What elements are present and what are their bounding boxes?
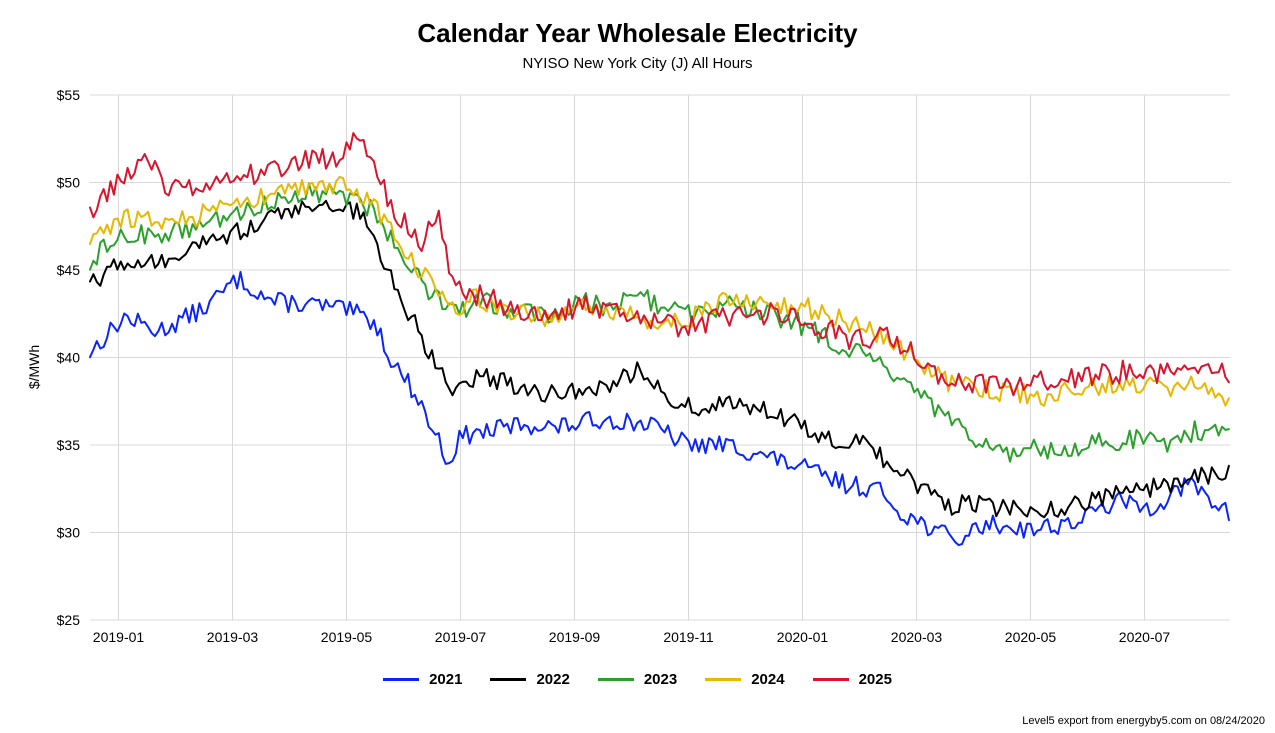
legend-label: 2025 xyxy=(859,671,892,688)
legend: 2021 2022 2023 2024 2025 xyxy=(0,668,1275,688)
legend-item-2021: 2021 xyxy=(383,671,462,688)
x-tick-label: 2019-09 xyxy=(549,629,601,645)
x-tick-label: 2019-11 xyxy=(663,629,714,645)
x-tick-label: 2019-01 xyxy=(93,629,145,645)
legend-swatch xyxy=(813,678,849,681)
legend-item-2023: 2023 xyxy=(598,671,677,688)
chart-container: Calendar Year Wholesale Electricity NYIS… xyxy=(0,0,1275,733)
series-line-2025 xyxy=(90,133,1229,395)
y-tick-label: $55 xyxy=(57,87,81,103)
y-tick-label: $40 xyxy=(57,350,81,366)
legend-label: 2021 xyxy=(429,671,462,688)
x-tick-label: 2020-05 xyxy=(1005,629,1057,645)
series-line-2021 xyxy=(90,272,1229,545)
footnote: Level5 export from energyby5.com on 08/2… xyxy=(1022,715,1265,727)
legend-label: 2022 xyxy=(536,671,569,688)
x-tick-label: 2019-03 xyxy=(207,629,259,645)
x-tick-label: 2020-01 xyxy=(777,629,829,645)
x-tick-label: 2020-03 xyxy=(891,629,943,645)
legend-item-2022: 2022 xyxy=(490,671,569,688)
y-tick-label: $45 xyxy=(57,262,81,278)
legend-swatch xyxy=(598,678,634,681)
legend-item-2025: 2025 xyxy=(813,671,892,688)
x-tick-label: 2019-07 xyxy=(435,629,487,645)
y-tick-label: $25 xyxy=(57,612,81,628)
x-tick-label: 2020-07 xyxy=(1119,629,1171,645)
legend-item-2024: 2024 xyxy=(705,671,784,688)
legend-swatch xyxy=(705,678,741,681)
y-tick-label: $35 xyxy=(57,437,81,453)
legend-label: 2024 xyxy=(751,671,784,688)
y-tick-label: $30 xyxy=(57,525,81,541)
plot-area: $25 $30 $35 $40 $45 $50 $55 2019-01 2019-03 2019-… xyxy=(0,0,1275,733)
legend-label: 2023 xyxy=(644,671,677,688)
legend-swatch xyxy=(490,678,526,681)
x-tick-label: 2019-05 xyxy=(321,629,373,645)
y-tick-label: $50 xyxy=(57,175,81,191)
series-line-2022 xyxy=(90,201,1229,517)
legend-swatch xyxy=(383,678,419,681)
